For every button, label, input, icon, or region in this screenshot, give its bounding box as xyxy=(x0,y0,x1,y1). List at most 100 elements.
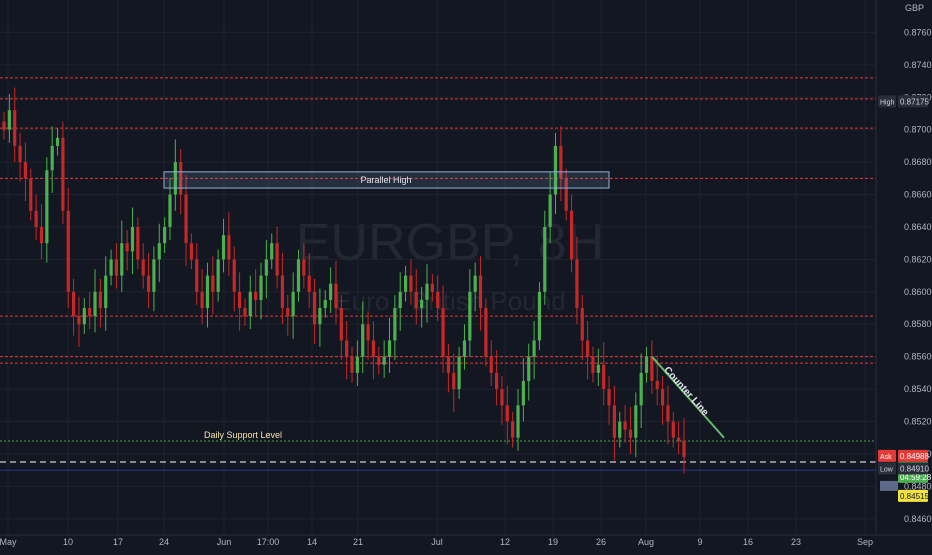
candle-body xyxy=(537,291,542,341)
candle-body xyxy=(152,259,156,292)
candle-body xyxy=(500,389,504,406)
candle-body xyxy=(628,429,633,438)
candle-body xyxy=(575,259,579,309)
candle-body xyxy=(607,389,611,406)
candle-body xyxy=(618,421,622,438)
x-tick-label: 23 xyxy=(791,537,801,547)
candle-body xyxy=(264,259,268,276)
candle-body xyxy=(7,110,11,130)
x-tick-label: Sep xyxy=(857,537,873,547)
candle-body xyxy=(329,283,333,300)
candle-body xyxy=(398,291,402,309)
candle-body xyxy=(484,308,488,357)
time-ticks[interactable]: May 10 17 24 Jun 17:00 14 21 Jul 12 19 26 Aug 9 16 23 Se… xyxy=(0,537,873,547)
x-tick-label: May xyxy=(0,537,17,547)
high-badge-tag-label: High xyxy=(880,99,895,106)
candle-body xyxy=(527,356,531,381)
candle-body xyxy=(345,340,349,357)
bid-marker xyxy=(880,480,898,491)
counter-line xyxy=(651,356,725,439)
candle-body xyxy=(254,291,258,300)
candle-body xyxy=(457,356,461,390)
x-tick-label: 24 xyxy=(159,537,169,547)
candle-body xyxy=(478,275,483,309)
x-tick-label: 10 xyxy=(63,537,73,547)
candle-body xyxy=(393,308,397,341)
candle-body xyxy=(146,275,151,292)
candle-body xyxy=(409,275,413,292)
bid-badge-bg xyxy=(898,489,928,502)
candle-body xyxy=(682,440,686,458)
candle-body xyxy=(655,380,659,390)
daily-support-label: Daily Support Level xyxy=(204,430,282,440)
candle-body xyxy=(377,356,381,365)
candle-body xyxy=(275,243,279,276)
candle-body xyxy=(494,372,499,390)
high-badge-tag-bg xyxy=(878,95,896,108)
candle-body xyxy=(677,437,681,441)
watermark-name: Euro / British Pound xyxy=(334,286,565,316)
ask-badge-value: 0.84988 xyxy=(900,452,929,461)
candle-body xyxy=(23,162,28,179)
candle-body xyxy=(580,308,584,341)
countdown-badge-value: 04:59:28 xyxy=(900,473,932,482)
currency-label: GBP xyxy=(905,3,924,13)
candle-body xyxy=(452,372,456,390)
candle-body xyxy=(420,299,424,309)
candle-body xyxy=(532,340,536,357)
candle-body xyxy=(387,340,392,357)
x-tick-label: 14 xyxy=(307,537,317,547)
ask-badge-bg xyxy=(898,449,928,462)
candle-body xyxy=(414,291,418,309)
candle-body xyxy=(2,121,6,130)
candle-body xyxy=(473,275,477,292)
candle-body xyxy=(195,259,199,292)
candle-body xyxy=(211,275,215,292)
candle-body xyxy=(205,275,210,309)
candle-body xyxy=(18,145,22,163)
low-badge-bg xyxy=(898,462,928,475)
x-tick-label: Jul xyxy=(431,537,443,547)
candle-body xyxy=(350,356,354,373)
candle-body xyxy=(425,283,429,300)
watermark-symbol: EURGBP, 8H xyxy=(296,214,604,272)
candle-body xyxy=(88,308,92,317)
candle-body xyxy=(366,324,370,341)
candle-body xyxy=(650,356,654,381)
candle-body xyxy=(179,162,183,195)
candle-body xyxy=(189,243,194,260)
high-badge-bg xyxy=(898,95,928,108)
candle-body xyxy=(559,145,563,179)
low-badge-value: 0.84910 xyxy=(900,465,929,474)
candle-body xyxy=(371,340,376,357)
candle-body xyxy=(564,178,568,211)
candle-body xyxy=(296,259,301,292)
x-tick-label: 17:00 xyxy=(257,537,280,547)
candle-body xyxy=(237,291,242,309)
candle-body xyxy=(109,259,113,276)
candle-body xyxy=(173,162,177,195)
x-tick-label: 9 xyxy=(697,537,702,547)
x-tick-label: 12 xyxy=(500,537,510,547)
candle-body xyxy=(216,259,220,292)
x-tick-label: Jun xyxy=(217,537,232,547)
candle-body xyxy=(430,283,434,292)
candle-body xyxy=(505,405,509,422)
candle-body xyxy=(77,316,81,325)
candle-body xyxy=(13,110,17,146)
candle-body xyxy=(436,291,440,309)
candle-body xyxy=(168,194,172,227)
x-tick-label: Aug xyxy=(638,537,654,547)
candle-body xyxy=(334,283,338,309)
candle-body xyxy=(184,194,188,244)
candle-body xyxy=(50,145,54,171)
candle-body xyxy=(323,299,327,309)
x-tick-label: 26 xyxy=(596,537,606,547)
price-axis[interactable] xyxy=(876,0,932,535)
candle-body xyxy=(468,291,472,341)
